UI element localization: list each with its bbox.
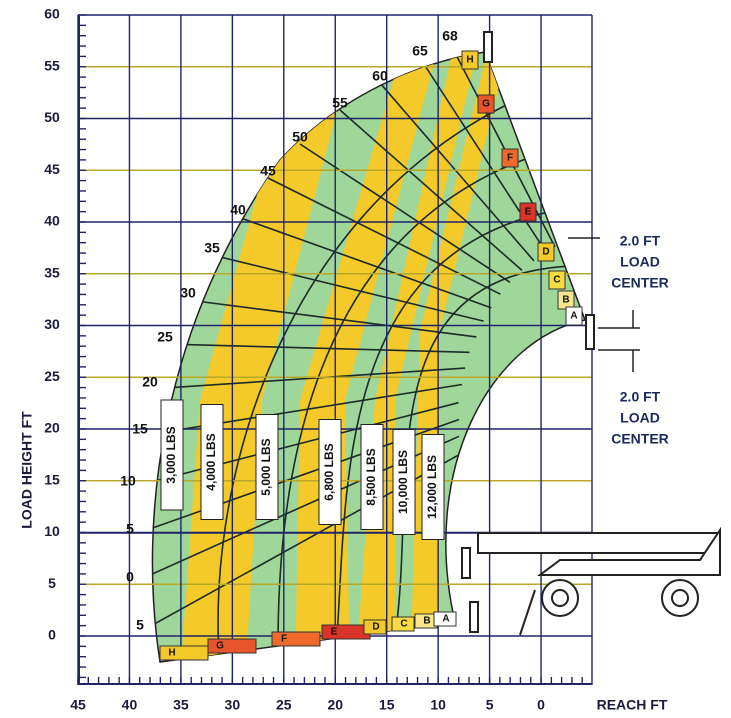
boom-angle-label: 20 [142,374,158,390]
y-axis-label: LOAD HEIGHT FT [19,411,35,529]
boom-angle-label: 55 [332,95,348,111]
boom-angle-label: 15 [132,421,148,437]
x-tick-label: 40 [122,697,138,713]
x-tick-label: 15 [379,697,395,713]
y-tick-label: 15 [44,471,60,487]
load-center-label: CENTER [611,431,669,447]
load-label: 3,000 LBS [164,426,178,483]
boom-angle-label: 65 [412,43,428,59]
x-tick-label: 5 [486,697,494,713]
boom-angle-label: 30 [180,285,196,301]
x-axis-label: REACH FT [597,697,668,713]
extension-letter: G [482,99,490,110]
extension-letter: H [168,648,175,659]
extension-box [272,632,320,646]
extension-letter: A [442,614,449,625]
extension-letter: E [525,207,532,218]
x-tick-label: 20 [327,697,343,713]
load-center-label: LOAD [620,410,660,426]
boom-angle-label: 5 [126,521,134,537]
y-tick-label: 55 [44,57,60,73]
extension-box [160,646,208,660]
x-tick-label: 30 [225,697,241,713]
load-center-label: 2.0 FT [620,233,661,249]
y-tick-label: 60 [44,6,60,22]
load-label: 5,000 LBS [259,438,273,495]
extension-box [322,625,370,639]
boom-angle-label: 35 [204,240,220,256]
extension-letter: C [400,619,407,630]
boom-angle-label: 5 [136,617,144,633]
boom-angle-label: 68 [442,28,458,44]
load-label: 8,500 LBS [364,448,378,505]
y-tick-label: 50 [44,109,60,125]
x-tick-label: 10 [430,697,446,713]
y-tick-label: 10 [44,523,60,539]
load-center-label: 2.0 FT [620,389,661,405]
extension-letter: B [423,616,430,627]
extension-letter: D [542,247,549,258]
y-tick-label: 0 [48,627,56,643]
y-tick-label: 5 [48,575,56,591]
x-tick-label: 25 [276,697,292,713]
y-tick-label: 35 [44,264,60,280]
extension-letter: F [281,634,287,645]
load-label: 6,800 LBS [322,443,336,500]
load-center-arrow [598,350,640,372]
y-tick-label: 30 [44,316,60,332]
load-center-arrow [598,310,640,328]
load-label: 10,000 LBS [396,450,410,514]
extension-letter: H [466,55,473,66]
x-tick-label: 0 [537,697,545,713]
load-chart: HGFEDCBAHGFEDCBA 05101520253035404550556… [0,0,731,718]
x-tick-label: 45 [70,697,86,713]
y-tick-label: 40 [44,213,60,229]
extension-letter: A [570,311,577,322]
boom-angle-label: 25 [157,329,173,345]
extension-letter: E [331,627,338,638]
boom-angle-label: 0 [126,569,134,585]
y-tick-label: 20 [44,420,60,436]
x-tick-label: 35 [173,697,189,713]
load-center-label: CENTER [611,275,669,291]
extension-letter: B [562,295,569,306]
load-label: 4,000 LBS [204,433,218,490]
extension-letter: F [507,153,513,164]
load-center-label: LOAD [620,254,660,270]
extension-letter: C [553,275,560,286]
boom-angle-label: 60 [372,68,388,84]
boom-angle-label: 50 [292,129,308,145]
boom-angle-label: 40 [230,202,246,218]
y-tick-label: 45 [44,161,60,177]
boom-angle-label: 10 [120,473,136,489]
load-label: 12,000 LBS [425,455,439,519]
y-tick-label: 25 [44,368,60,384]
extension-letter: D [372,622,379,633]
boom-angle-label: 45 [260,163,276,179]
extension-letter: G [216,641,224,652]
